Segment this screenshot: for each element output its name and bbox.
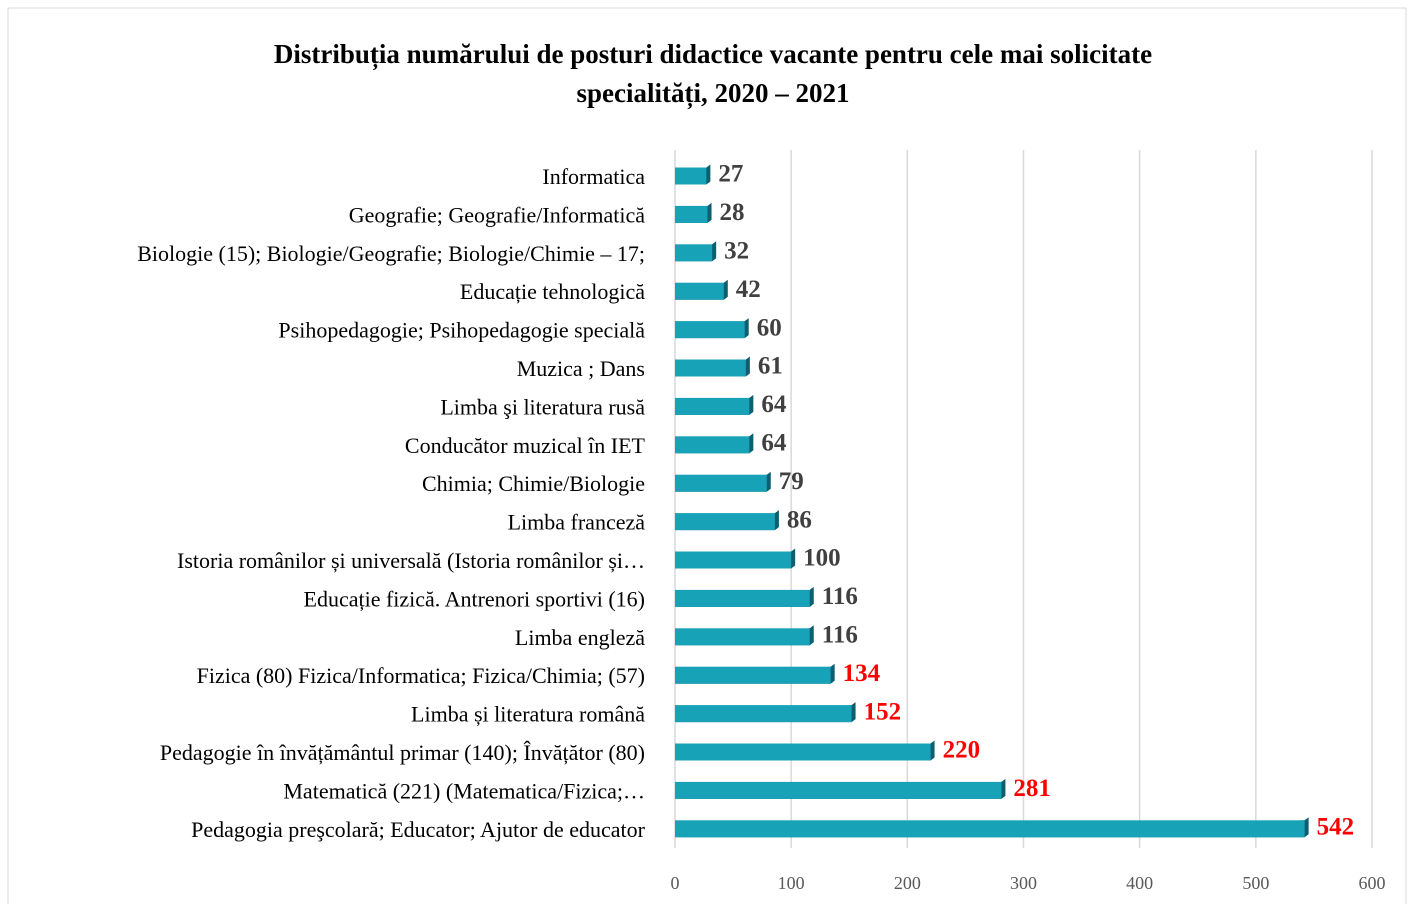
y-tick-label: Pedagogie în învățământul primar (140); … bbox=[160, 740, 645, 765]
data-label: 542 bbox=[1317, 814, 1355, 841]
chart-title: Distribuția numărului de posturi didacti… bbox=[274, 39, 1152, 70]
x-tick-label: 100 bbox=[778, 873, 805, 893]
bar bbox=[675, 321, 745, 339]
y-tick-label: Istoria românilor și universală (Istoria… bbox=[177, 548, 645, 573]
data-label: 79 bbox=[779, 468, 804, 495]
x-tick-label: 300 bbox=[1010, 873, 1037, 893]
chart-title: specialități, 2020 – 2021 bbox=[577, 78, 850, 109]
y-tick-label: Informatica bbox=[542, 164, 645, 189]
x-tick-label: 200 bbox=[894, 873, 921, 893]
bar bbox=[675, 244, 713, 262]
bar bbox=[675, 551, 792, 569]
data-label: 116 bbox=[822, 622, 858, 649]
bar bbox=[675, 781, 1002, 799]
data-label: 27 bbox=[718, 161, 743, 188]
y-tick-label: Limba franceză bbox=[508, 510, 646, 535]
data-label: 64 bbox=[761, 430, 787, 457]
data-label: 28 bbox=[720, 199, 745, 226]
y-tick-label: Educație tehnologică bbox=[460, 279, 645, 304]
bar bbox=[675, 820, 1305, 838]
bar bbox=[675, 513, 775, 531]
y-tick-label: Muzica ; Dans bbox=[517, 356, 645, 381]
data-label: 32 bbox=[724, 238, 749, 265]
x-tick-label: 600 bbox=[1359, 873, 1386, 893]
y-tick-label: Conducător muzical în IET bbox=[405, 433, 646, 458]
bar bbox=[675, 359, 746, 377]
bar bbox=[675, 205, 708, 223]
bar bbox=[675, 743, 931, 761]
y-tick-label: Matematică (221) (Matematica/Fizica;… bbox=[283, 778, 645, 803]
bar bbox=[675, 397, 750, 415]
y-tick-label: Psihopedagogie; Psihopedagogie specială bbox=[278, 318, 645, 343]
data-label: 134 bbox=[843, 660, 881, 687]
data-label: 86 bbox=[787, 506, 812, 533]
bar bbox=[675, 589, 810, 607]
y-tick-label: Chimia; Chimie/Biologie bbox=[422, 471, 645, 496]
data-label: 42 bbox=[736, 276, 761, 303]
y-tick-label: Pedagogia preşcolară; Educator; Ajutor d… bbox=[191, 817, 646, 842]
data-label: 116 bbox=[822, 583, 858, 610]
bar bbox=[675, 436, 750, 454]
data-label: 220 bbox=[943, 737, 981, 764]
bar bbox=[675, 628, 810, 646]
x-tick-label: 0 bbox=[671, 873, 680, 893]
x-tick-label: 400 bbox=[1126, 873, 1153, 893]
bar bbox=[675, 705, 852, 723]
data-label: 152 bbox=[864, 698, 902, 725]
bar bbox=[675, 167, 707, 185]
y-tick-label: Limba și literatura română bbox=[411, 702, 645, 727]
y-tick-label: Limba engleză bbox=[515, 625, 645, 650]
y-tick-label: Geografie; Geografie/Informatică bbox=[349, 202, 645, 227]
y-tick-label: Biologie (15); Biologie/Geografie; Biolo… bbox=[137, 241, 645, 266]
data-label: 100 bbox=[803, 545, 841, 572]
y-tick-label: Fizica (80) Fizica/Informatica; Fizica/C… bbox=[197, 663, 645, 688]
y-tick-label: Educație fizică. Antrenori sportivi (16) bbox=[304, 586, 646, 611]
chart-border bbox=[7, 7, 1407, 904]
data-label: 60 bbox=[757, 314, 782, 341]
y-tick-label: Limba şi literatura rusă bbox=[440, 394, 645, 419]
bar bbox=[675, 666, 831, 684]
data-label: 64 bbox=[761, 391, 787, 418]
data-label: 281 bbox=[1013, 775, 1051, 802]
data-label: 61 bbox=[758, 353, 783, 380]
bar bbox=[675, 282, 724, 300]
x-tick-label: 500 bbox=[1242, 873, 1269, 893]
bar bbox=[675, 474, 767, 492]
